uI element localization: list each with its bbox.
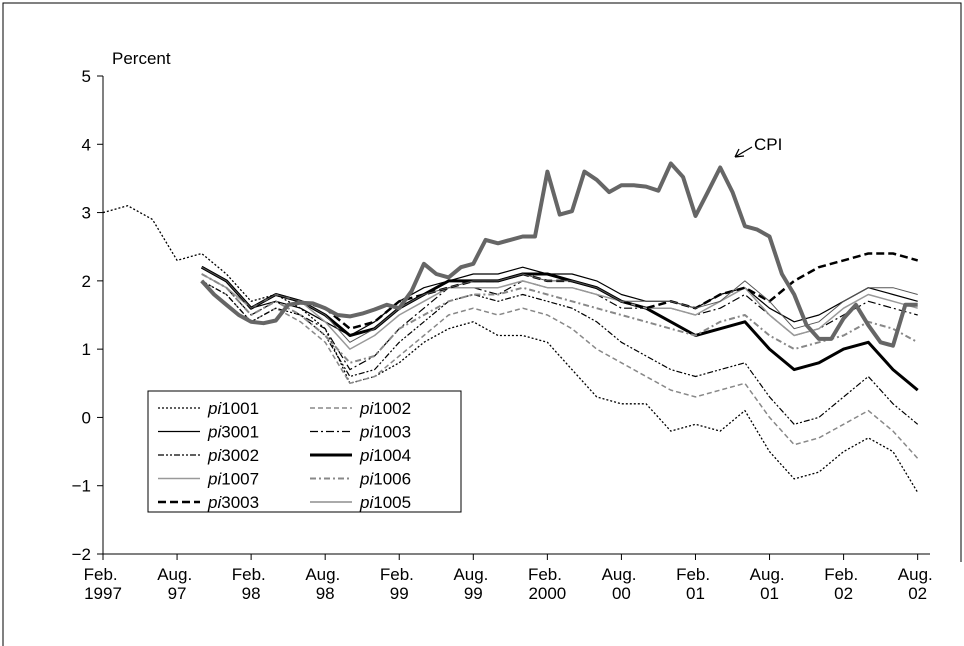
y-tick-label: −2 xyxy=(72,545,91,564)
series-line xyxy=(201,280,919,425)
legend-label: pi3002 xyxy=(207,446,259,465)
legend-label: pi1005 xyxy=(359,493,411,512)
y-tick-label: 3 xyxy=(82,204,91,223)
y-tick-label: 1 xyxy=(82,340,91,359)
legend-label: pi1006 xyxy=(359,470,411,489)
series-line xyxy=(102,205,919,493)
x-tick-label: Feb. 98 xyxy=(232,565,271,603)
series-line xyxy=(201,280,919,459)
y-tick-label: 0 xyxy=(82,408,91,427)
x-tick-label: Aug. 02 xyxy=(898,565,938,603)
y-tick-label: 5 xyxy=(82,67,91,86)
y-axis-label: Percent xyxy=(112,49,171,68)
series-line xyxy=(201,273,919,364)
annotation: CPI xyxy=(754,135,782,154)
x-tick-label: Aug. 97 xyxy=(157,565,197,603)
legend-label: pi1001 xyxy=(207,399,259,418)
y-tick-label: −1 xyxy=(72,477,91,496)
x-tick-label: Aug. 01 xyxy=(750,565,790,603)
legend-box xyxy=(147,390,462,513)
x-tick-label: Aug. 00 xyxy=(602,565,642,603)
legend-label: pi1007 xyxy=(207,470,259,489)
legend-label: pi3003 xyxy=(207,493,259,512)
series-line xyxy=(201,273,918,350)
x-tick-label: Feb. 99 xyxy=(380,565,419,603)
series-line xyxy=(201,266,918,337)
series-line xyxy=(200,161,918,348)
x-tick-label: Feb. 02 xyxy=(824,565,863,603)
y-tick-label: 4 xyxy=(82,135,91,154)
x-tick-label: Feb. 01 xyxy=(676,565,715,603)
x-tick-label: Aug. 99 xyxy=(453,565,493,603)
x-tick-label: Aug. 98 xyxy=(305,565,345,603)
x-tick-label: Feb. 1997 xyxy=(84,565,123,603)
series-line xyxy=(201,266,918,343)
x-tick-label: Feb. 2000 xyxy=(528,565,567,603)
annotation-arrow xyxy=(734,146,753,158)
legend-label: pi1002 xyxy=(359,399,411,418)
legend-label: pi3001 xyxy=(207,423,259,442)
legend-label: pi1003 xyxy=(359,423,411,442)
legend-label: pi1004 xyxy=(359,446,411,465)
y-tick-label: 2 xyxy=(82,272,91,291)
